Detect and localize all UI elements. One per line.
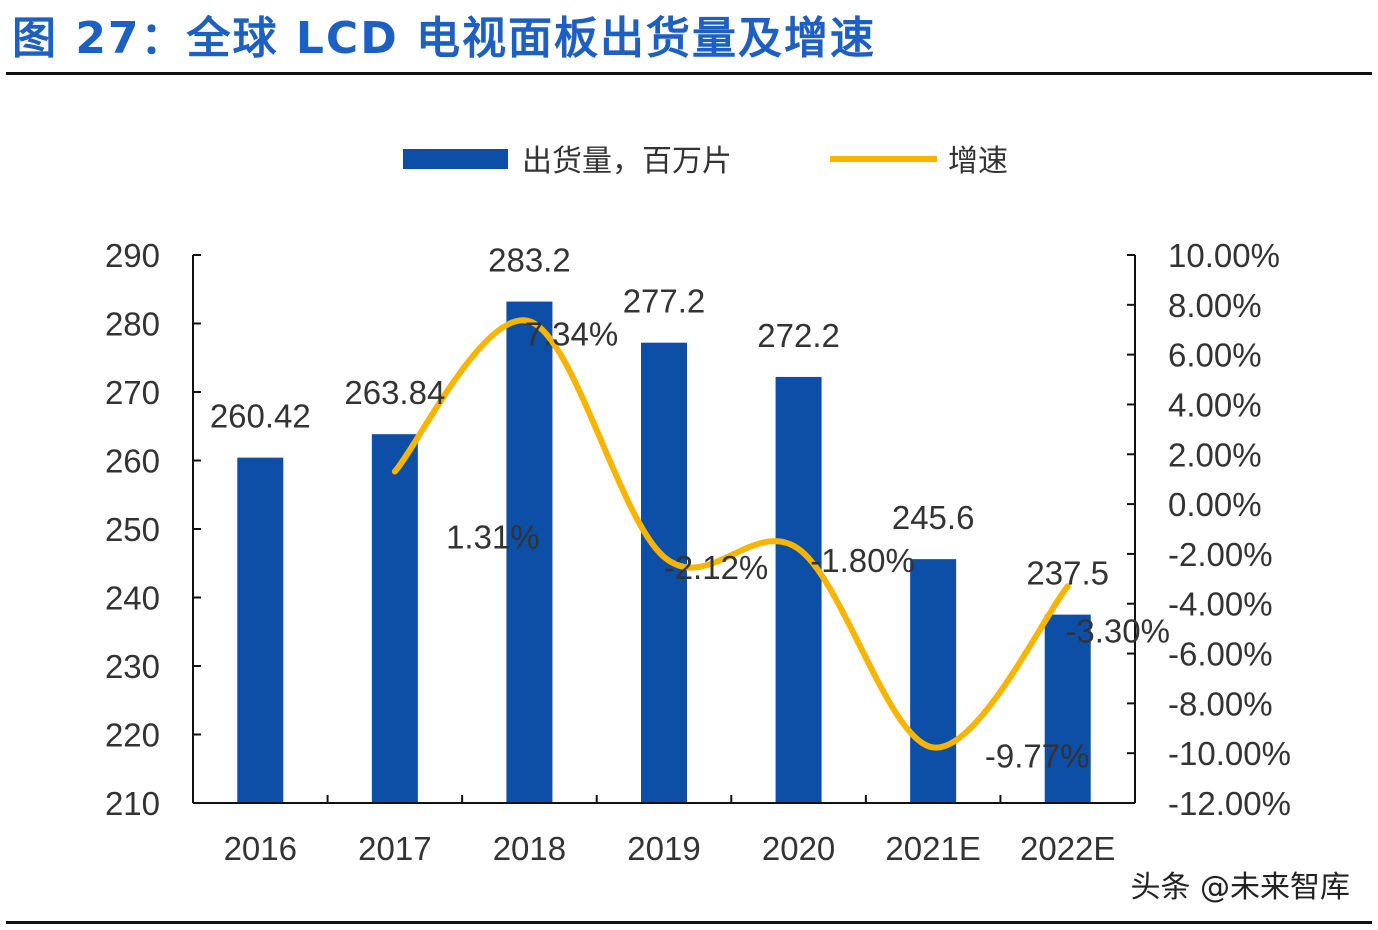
left-tick-label: 270 bbox=[105, 374, 160, 411]
right-tick-label: 4.00% bbox=[1168, 386, 1262, 423]
watermark: 头条 @未来智库 bbox=[1130, 870, 1350, 905]
bar-value-label: 277.2 bbox=[623, 283, 706, 320]
growth-line bbox=[391, 317, 1071, 751]
bar-2020 bbox=[775, 376, 822, 803]
right-tick-label: -12.00% bbox=[1168, 785, 1291, 822]
bar-2021E bbox=[910, 559, 957, 803]
growth-value-label: -1.80% bbox=[810, 542, 915, 579]
right-tick-label: 8.00% bbox=[1168, 287, 1262, 324]
bar-value-label: 237.5 bbox=[1026, 555, 1109, 592]
left-tick-label: 230 bbox=[105, 648, 160, 685]
x-tick-label: 2020 bbox=[762, 830, 835, 867]
right-tick-label: -2.00% bbox=[1168, 536, 1273, 573]
growth-value-label: -9.77% bbox=[985, 737, 1090, 774]
bar-value-label: 245.6 bbox=[892, 499, 975, 536]
right-tick-label: 10.00% bbox=[1168, 237, 1280, 274]
left-tick-label: 290 bbox=[105, 237, 160, 274]
bar-2016 bbox=[237, 457, 284, 803]
x-tick-label: 2021E bbox=[885, 830, 980, 867]
bar-value-label: 263.84 bbox=[344, 374, 445, 411]
x-tick-label: 2016 bbox=[224, 830, 297, 867]
right-tick-label: 0.00% bbox=[1168, 486, 1262, 523]
bar-value-label: 283.2 bbox=[488, 242, 571, 279]
right-tick-label: -4.00% bbox=[1168, 586, 1273, 623]
growth-value-label: 7.34% bbox=[525, 315, 619, 352]
left-tick-label: 280 bbox=[105, 306, 160, 343]
x-tick-label: 2018 bbox=[493, 830, 566, 867]
x-tick-label: 2017 bbox=[358, 830, 431, 867]
right-tick-label: -10.00% bbox=[1168, 735, 1291, 772]
left-tick-label: 220 bbox=[105, 717, 160, 754]
right-tick-label: -6.00% bbox=[1168, 636, 1273, 673]
growth-value-label: -3.30% bbox=[1065, 612, 1170, 649]
left-tick-label: 260 bbox=[105, 443, 160, 480]
right-tick-label: 2.00% bbox=[1168, 436, 1262, 473]
left-tick-label: 240 bbox=[105, 580, 160, 617]
bar-2022E bbox=[1044, 614, 1091, 803]
figure-title: 图 27：全球 LCD 电视面板出货量及增速 bbox=[12, 13, 877, 64]
x-tick-label: 2022E bbox=[1020, 830, 1115, 867]
left-tick-label: 210 bbox=[105, 785, 160, 822]
bar-value-label: 272.2 bbox=[757, 317, 840, 354]
growth-value-label: -2.12% bbox=[664, 549, 769, 586]
right-tick-label: 6.00% bbox=[1168, 337, 1262, 374]
bar-2017 bbox=[371, 434, 418, 803]
x-tick-label: 2019 bbox=[627, 830, 700, 867]
legend-bar-swatch bbox=[403, 149, 508, 169]
right-tick-label: -8.00% bbox=[1168, 685, 1273, 722]
legend-line-label: 增速 bbox=[948, 145, 1008, 178]
legend-bar-label: 出货量，百万片 bbox=[522, 145, 732, 178]
left-tick-label: 250 bbox=[105, 511, 160, 548]
bottom-rule bbox=[6, 921, 1372, 924]
top-rule bbox=[6, 72, 1372, 75]
bar-value-label: 260.42 bbox=[210, 398, 311, 435]
growth-value-label: 1.31% bbox=[446, 518, 540, 555]
bar-2019 bbox=[641, 342, 687, 803]
bar-2018 bbox=[506, 301, 553, 803]
